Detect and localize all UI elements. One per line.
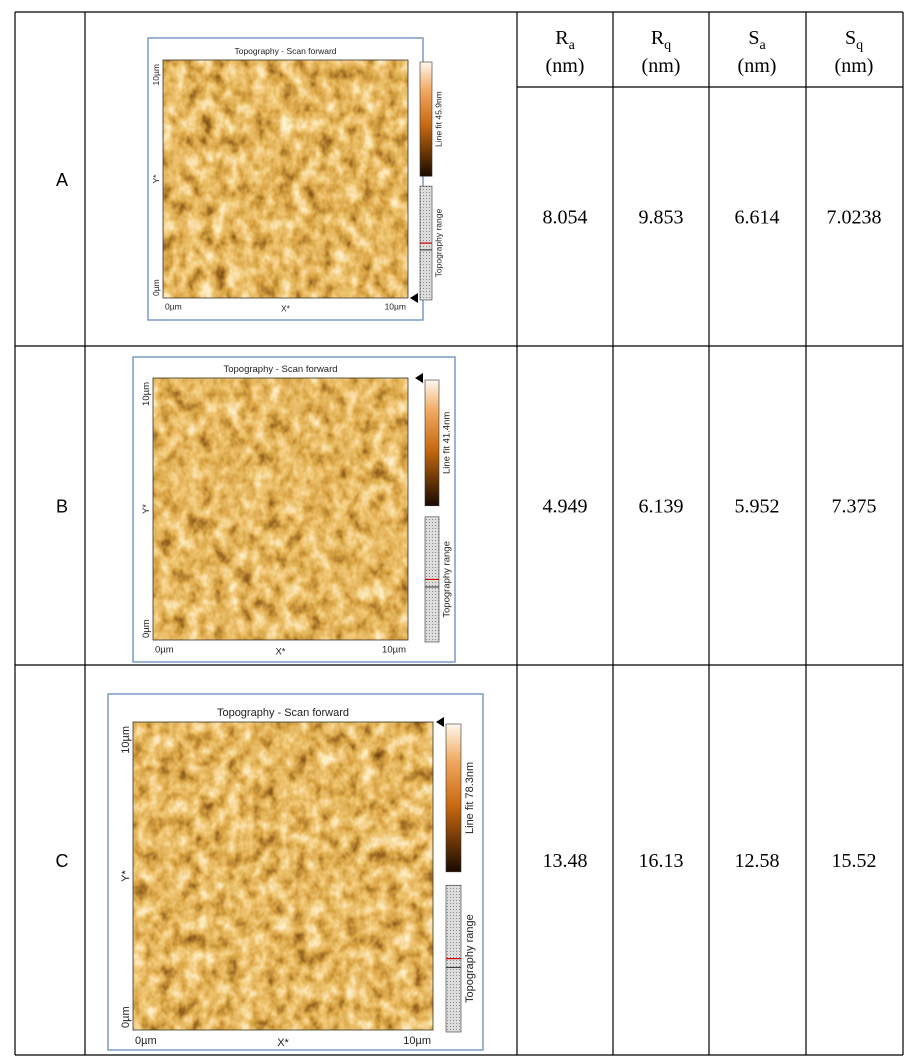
y-axis-label: Y* (120, 869, 132, 881)
cell-value: 4.949 (543, 496, 588, 518)
y-axis-end: 10µm (141, 382, 152, 406)
header-subscript: a (569, 38, 576, 53)
header-unit: (nm) (835, 55, 874, 77)
header-symbol: S (845, 27, 856, 49)
header-unit: (nm) (738, 55, 777, 77)
y-axis-end: 10µm (120, 726, 132, 754)
header-subscript: q (856, 38, 863, 53)
header-unit: (nm) (642, 55, 681, 77)
x-axis-label: X* (275, 647, 285, 658)
cell-value: 16.13 (639, 850, 684, 872)
table: Ra(nm)Rq(nm)Sa(nm)Sq(nm)A8.0549.8536.614… (0, 0, 909, 1063)
range-label: Topography range (464, 914, 476, 1003)
header-symbol: R (555, 27, 569, 49)
column-header: Ra (555, 27, 575, 53)
cell-value: 7.0238 (827, 207, 882, 229)
colorbar-label: Line fit 41.4nm (442, 412, 453, 474)
cell-value: 6.614 (735, 207, 780, 229)
x-axis-label: X* (277, 1037, 289, 1049)
x-axis-end: 10µm (385, 302, 406, 312)
cell-value: 6.139 (639, 496, 684, 518)
topography-map (163, 60, 408, 298)
colorbar-label: Line fit 78.3nm (464, 762, 476, 834)
afm-image: Topography - Scan forward 10µm Y* 0µm 0µm X* 1… (148, 38, 444, 320)
row-label: C (56, 851, 69, 871)
row-label: A (56, 170, 68, 190)
y-axis-end: 10µm (151, 64, 161, 85)
header-subscript: a (759, 38, 766, 53)
x-axis-start: 0µm (155, 645, 174, 656)
column-header: Sa (748, 27, 766, 53)
image-title: Topography - Scan forward (217, 707, 349, 719)
cell-value: 12.58 (735, 850, 780, 872)
header-subscript: q (664, 38, 671, 53)
range-label: Topography range (434, 209, 444, 278)
header-unit: (nm) (546, 55, 585, 77)
y-axis-start: 0µm (151, 279, 161, 296)
colorbar (425, 380, 439, 506)
topography-map (153, 378, 408, 640)
x-axis-start: 0µm (165, 302, 182, 312)
header-symbol: S (748, 27, 759, 49)
colorbar (420, 62, 432, 176)
image-title: Topography - Scan forward (223, 364, 337, 375)
column-header: Sq (845, 27, 863, 53)
y-axis-start: 0µm (120, 1006, 132, 1028)
column-header: Rq (651, 27, 671, 53)
x-axis-end: 10µm (382, 645, 406, 656)
y-axis-label: Y* (151, 174, 161, 184)
page: Ra(nm)Rq(nm)Sa(nm)Sq(nm)A8.0549.8536.614… (0, 0, 909, 1063)
cell-value: 13.48 (543, 850, 588, 872)
cell-value: 15.52 (832, 850, 877, 872)
x-axis-end: 10µm (403, 1035, 431, 1047)
range-label: Topography range (442, 541, 453, 618)
cell-value: 5.952 (735, 496, 780, 518)
colorbar (446, 724, 461, 872)
x-axis-label: X* (281, 304, 291, 314)
cell-value: 7.375 (832, 496, 877, 518)
topography-map (133, 722, 433, 1030)
colorbar-label: Line fit 45.9nm (434, 91, 444, 147)
cell-value: 8.054 (543, 207, 588, 229)
x-axis-start: 0µm (135, 1035, 157, 1047)
header-symbol: R (651, 27, 665, 49)
y-axis-start: 0µm (141, 619, 152, 638)
row-label: B (56, 497, 68, 517)
y-axis-label: Y* (141, 504, 152, 514)
image-title: Topography - Scan forward (234, 46, 336, 56)
cell-value: 9.853 (639, 207, 684, 229)
